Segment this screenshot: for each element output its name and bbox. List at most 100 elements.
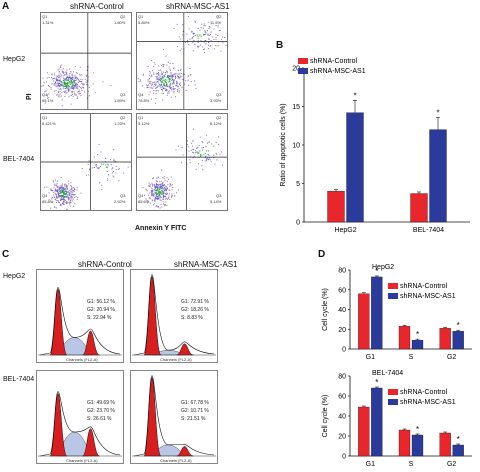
y-axis-label: Cell cycle (%) xyxy=(322,395,329,438)
legend-label-msc: shRNA-MSC-AS1 xyxy=(400,293,456,300)
y-tick-label: 0 xyxy=(342,347,346,354)
a-row-label-hepg2: HepG2 xyxy=(3,56,26,63)
y-tick-label: 40 xyxy=(338,414,346,421)
flow-q2-label: Q2 xyxy=(120,115,126,120)
histogram-stat-s: S: 26.61 % xyxy=(87,416,112,422)
chart-b-apoptosis: 0 5 10 15 20 Ratio of apoptotic cells (%) * Hep… xyxy=(280,58,470,234)
flow-q3-label: Q3 xyxy=(216,193,222,198)
a-row-label-bel: BEL-7404 xyxy=(3,156,35,163)
y-tick-label: 40 xyxy=(338,307,346,314)
legend-label-control: shRNA-Control xyxy=(400,389,448,396)
x-tick-label: G2 xyxy=(447,354,456,361)
legend-label-msc: shRNA-MSC-AS1 xyxy=(310,68,366,75)
legend-swatch-control xyxy=(298,58,308,64)
flow-q1-label: Q1 xyxy=(138,14,144,19)
x-tick-label: S xyxy=(409,354,414,361)
panel-letter-d: D xyxy=(318,249,326,260)
flow-q1-value: 3.12% xyxy=(138,121,150,126)
flow-q3-value: 2.52% xyxy=(114,199,126,204)
histogram-2 xyxy=(36,370,124,464)
bar-msc-hepg2 xyxy=(346,112,364,223)
legend-swatch-control xyxy=(388,283,398,289)
x-tick-label: G1 xyxy=(366,354,375,361)
y-tick-label: 20 xyxy=(338,327,346,334)
flow-plot-hepg2-control xyxy=(40,12,132,110)
significance-mark: * xyxy=(457,435,460,444)
bar-msc-g1 xyxy=(371,276,383,350)
flow-q1-value: 1.31% xyxy=(42,20,54,25)
flow-q4-value: 85.8% xyxy=(42,199,54,204)
flow-q2-label: Q2 xyxy=(216,115,222,120)
histogram-x-label: Channels (FL2-A) xyxy=(160,357,192,362)
flow-q3-label: Q3 xyxy=(216,92,222,97)
bar-control-g2 xyxy=(439,328,451,350)
chart-d-bel-cell-cycle: 0 20 40 60 80 Cell cycle (%) * G1 * S * G2 BEL-7404 s… xyxy=(322,370,472,468)
y-tick-label: 20 xyxy=(292,66,300,73)
bar-msc-g2 xyxy=(452,444,464,457)
bar-msc-s xyxy=(411,339,424,350)
flow-q3-value: 5.14% xyxy=(210,199,222,204)
flow-q4-label: Q4 xyxy=(138,92,144,97)
legend-label-control: shRNA-Control xyxy=(310,58,358,65)
flow-q1-label: Q1 xyxy=(42,14,48,19)
x-tick-label: S xyxy=(409,461,414,468)
flow-q3-value: 1.89% xyxy=(114,98,126,103)
histogram-stat-g1: G1: 56.12 % xyxy=(87,299,115,305)
flow-q2-label: Q2 xyxy=(120,14,126,19)
significance-mark: * xyxy=(353,91,356,100)
flow-plot-hepg2-msc xyxy=(136,12,228,110)
histogram-stat-s: S: 21.51 % xyxy=(181,416,206,422)
bar-control-g1 xyxy=(358,406,370,457)
bar-control-g2 xyxy=(439,432,451,457)
chart-title: BEL-7404 xyxy=(372,370,403,377)
histogram-x-label: Channels (FL2-A) xyxy=(66,458,98,463)
histogram-stat-g1: G1: 67.78 % xyxy=(181,400,209,406)
flow-plot-bel-control xyxy=(40,113,132,211)
histogram-stat-g2: G2: 18.26 % xyxy=(181,307,209,313)
legend-swatch-msc xyxy=(388,293,398,299)
flow-q1-label: Q1 xyxy=(138,115,144,120)
flow-q1-value: 5.84% xyxy=(138,20,150,25)
panel-letter-a: A xyxy=(2,1,10,12)
histogram-stat-g2: G2: 20.94 % xyxy=(87,307,115,313)
legend-label-control: shRNA-Control xyxy=(400,283,448,290)
flow-q2-value: 1.60% xyxy=(114,20,126,25)
histogram-stat-g1: G1: 72.91 % xyxy=(181,299,209,305)
flow-q3-value: 3.93% xyxy=(210,98,222,103)
bar-msc-s xyxy=(411,434,424,457)
panel-letter-b: B xyxy=(276,40,284,51)
y-tick-label: 20 xyxy=(338,434,346,441)
histogram-0 xyxy=(36,269,124,363)
y-tick-label: 60 xyxy=(338,287,346,294)
flow-q1-label: Q1 xyxy=(42,115,48,120)
flow-q4-value: 85.6% xyxy=(138,199,150,204)
y-tick-label: 10 xyxy=(292,143,300,150)
bar-control-bel-7404 xyxy=(410,193,428,223)
flow-q4-label: Q4 xyxy=(138,193,144,198)
significance-mark: * xyxy=(457,321,460,330)
c-col-header-msc: shRNA-MSC-AS1 xyxy=(174,260,238,269)
significance-mark: * xyxy=(416,330,419,339)
significance-mark: * xyxy=(436,108,439,117)
x-tick-label: BEL-7404 xyxy=(413,227,444,234)
flow-q2-label: Q2 xyxy=(216,14,222,19)
y-tick-label: 60 xyxy=(338,394,346,401)
histogram-stat-g2: G2: 10.71 % xyxy=(181,408,209,414)
chart-title: HepG2 xyxy=(372,264,394,271)
c-row-label-hepg2: HepG2 xyxy=(3,273,26,280)
histogram-stat-s: S: 8.83 % xyxy=(181,315,203,321)
c-col-header-control: shRNA-Control xyxy=(78,260,132,269)
y-axis-label: Ratio of apoptotic cells (%) xyxy=(280,103,287,186)
histogram-stat-g1: G1: 49.69 % xyxy=(87,400,115,406)
c-row-label-bel: BEL-7404 xyxy=(3,376,35,383)
panel-letter-c: C xyxy=(2,249,10,260)
y-tick-label: 0 xyxy=(342,454,346,461)
flow-q3-label: Q3 xyxy=(120,193,126,198)
bar-msc-g1 xyxy=(371,387,383,457)
legend-swatch-msc xyxy=(298,68,308,74)
y-tick-label: 5 xyxy=(296,181,300,188)
histogram-stat-g2: G2: 23.70 % xyxy=(87,408,115,414)
y-tick-label: 0 xyxy=(296,220,300,227)
y-tick-label: 15 xyxy=(292,104,300,111)
legend-label-msc: shRNA-MSC-AS1 xyxy=(400,399,456,406)
